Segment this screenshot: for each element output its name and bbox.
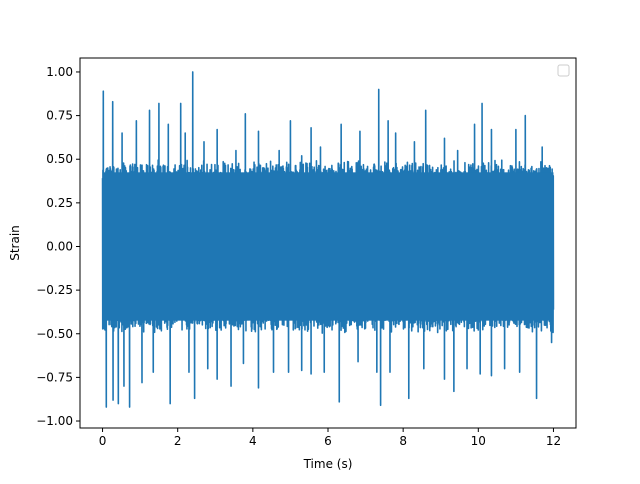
y-axis-label: Strain (8, 225, 22, 261)
y-tick-label: −0.50 (36, 327, 73, 341)
x-tick-label: 8 (399, 434, 407, 448)
y-tick-label: −1.00 (36, 414, 73, 428)
y-ticks: −1.00 −0.75 −0.50 −0.25 0.00 0.25 0.50 0.75 1.00 (36, 65, 80, 428)
x-tick-label: 6 (324, 434, 332, 448)
y-tick-label: 0.25 (46, 196, 73, 210)
strain-series-core (102, 172, 554, 321)
series-layer (101, 71, 555, 408)
y-tick-label: −0.25 (36, 283, 73, 297)
y-tick-label: 0.50 (46, 152, 73, 166)
legend-box (557, 64, 570, 77)
x-tick-label: 10 (471, 434, 486, 448)
x-tick-label: 0 (99, 434, 107, 448)
x-axis-label: Time (s) (303, 457, 353, 471)
x-tick-label: 4 (249, 434, 257, 448)
x-tick-label: 12 (546, 434, 561, 448)
y-tick-label: −0.75 (36, 370, 73, 384)
y-tick-label: 0.00 (46, 239, 73, 253)
y-tick-label: 0.75 (46, 109, 73, 123)
x-ticks: 0 2 4 6 8 10 12 (99, 428, 561, 448)
y-tick-label: 1.00 (46, 65, 73, 79)
x-tick-label: 2 (174, 434, 182, 448)
